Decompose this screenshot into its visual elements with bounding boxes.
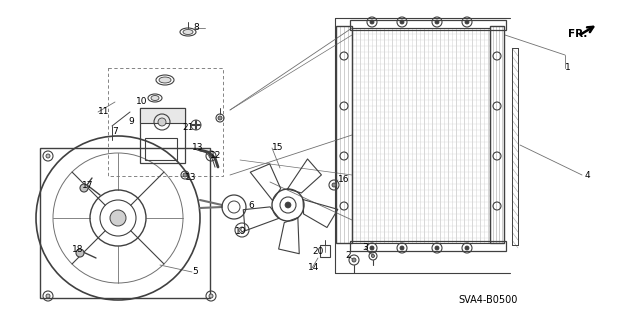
Text: 5: 5: [192, 268, 198, 277]
Bar: [40, 148, 210, 298]
Bar: [108, 68, 223, 176]
Bar: [352, 28, 490, 243]
Text: 6: 6: [248, 201, 253, 210]
Bar: [490, 26, 504, 243]
Bar: [320, 245, 330, 257]
Circle shape: [209, 294, 213, 298]
Circle shape: [435, 20, 439, 24]
Bar: [140, 108, 185, 163]
Text: 3: 3: [362, 243, 368, 253]
Text: 9: 9: [128, 117, 134, 127]
Bar: [145, 138, 177, 160]
Text: 14: 14: [308, 263, 319, 272]
Ellipse shape: [151, 95, 159, 100]
Circle shape: [332, 183, 336, 187]
Text: 10: 10: [136, 98, 147, 107]
Circle shape: [370, 246, 374, 250]
Circle shape: [46, 154, 50, 158]
Circle shape: [285, 202, 291, 208]
Circle shape: [370, 20, 374, 24]
Text: 8: 8: [193, 24, 199, 33]
Text: 4: 4: [585, 170, 591, 180]
Text: 12: 12: [210, 151, 221, 160]
Text: 19: 19: [235, 227, 246, 236]
Text: 2: 2: [345, 251, 351, 261]
Bar: [350, 241, 506, 251]
Text: 1: 1: [565, 63, 571, 72]
Text: 7: 7: [112, 128, 118, 137]
Text: 17: 17: [82, 181, 93, 189]
Circle shape: [400, 20, 404, 24]
Circle shape: [352, 258, 356, 262]
Text: FR.: FR.: [568, 29, 588, 39]
Bar: [350, 20, 506, 30]
Circle shape: [435, 246, 439, 250]
Text: 13: 13: [192, 144, 204, 152]
Text: 20: 20: [312, 248, 323, 256]
Circle shape: [465, 246, 469, 250]
Circle shape: [80, 184, 88, 192]
Bar: [140, 108, 185, 123]
Circle shape: [371, 255, 374, 257]
Circle shape: [158, 118, 166, 126]
Circle shape: [110, 210, 126, 226]
Text: 21: 21: [182, 123, 193, 132]
Circle shape: [465, 20, 469, 24]
Text: 13: 13: [185, 174, 196, 182]
Text: 18: 18: [72, 246, 83, 255]
Circle shape: [183, 173, 187, 177]
Ellipse shape: [183, 29, 193, 34]
Text: 16: 16: [338, 175, 349, 184]
Circle shape: [218, 116, 222, 120]
Bar: [336, 26, 352, 243]
Circle shape: [76, 249, 84, 257]
Ellipse shape: [159, 77, 171, 83]
Circle shape: [400, 246, 404, 250]
Text: SVA4-B0500: SVA4-B0500: [458, 295, 518, 305]
Text: 15: 15: [272, 144, 284, 152]
Circle shape: [209, 154, 213, 158]
Circle shape: [46, 294, 50, 298]
Text: 11: 11: [98, 108, 109, 116]
